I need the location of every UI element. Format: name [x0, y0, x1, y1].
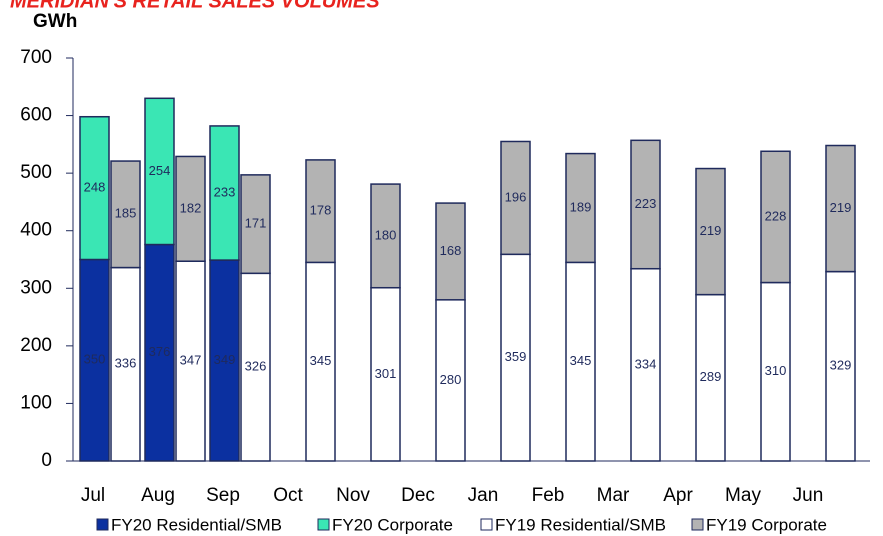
value-label: 326: [245, 359, 267, 374]
value-label: 345: [310, 353, 332, 368]
bar: [565, 261, 596, 462]
value-label: 254: [149, 163, 171, 178]
value-label: 233: [214, 184, 236, 199]
value-label: 219: [700, 223, 722, 238]
legend-swatch: [691, 518, 704, 531]
bar: [825, 270, 856, 462]
bar: [825, 144, 856, 273]
value-label: 228: [765, 208, 787, 223]
x-tick-label: Apr: [663, 485, 693, 506]
x-tick-label: Nov: [336, 485, 370, 506]
chart-title: MERIDIAN'S RETAIL SALES VOLUMES: [10, 0, 380, 12]
bar: [110, 160, 141, 269]
value-label: 350: [84, 352, 106, 367]
value-label: 248: [84, 180, 106, 195]
y-tick-label: 0: [41, 450, 52, 471]
bar: [110, 266, 141, 462]
legend-label: FY20 Residential/SMB: [111, 515, 282, 534]
x-tick-label: Feb: [532, 485, 565, 506]
y-tick-label: 200: [20, 335, 52, 356]
y-tick-label: 700: [20, 47, 52, 68]
bar: [305, 261, 336, 462]
y-tick-label: 400: [20, 220, 52, 241]
bar: [305, 159, 336, 264]
value-label: 334: [635, 356, 657, 371]
x-tick-label: Sep: [206, 485, 240, 506]
bar: [79, 258, 110, 462]
value-label: 329: [830, 358, 852, 373]
bar: [175, 155, 206, 262]
bar: [695, 167, 726, 296]
value-label: 219: [830, 200, 852, 215]
value-label: 310: [765, 363, 787, 378]
legend-label: FY19 Residential/SMB: [495, 515, 666, 534]
y-tick-label: 600: [20, 105, 52, 126]
bar: [209, 125, 240, 261]
bar: [370, 286, 401, 462]
value-label: 223: [635, 196, 657, 211]
bar: [500, 253, 531, 462]
value-label: 280: [440, 372, 462, 387]
value-label: 349: [214, 352, 236, 367]
value-label: 180: [375, 227, 397, 242]
bar: [79, 115, 110, 261]
value-label: 189: [570, 199, 592, 214]
x-tick-label: Jun: [793, 485, 824, 506]
bar: [435, 202, 466, 301]
value-label: 196: [505, 189, 527, 204]
bar: [565, 152, 596, 264]
x-tick-label: Oct: [273, 485, 303, 506]
x-tick-label: Mar: [597, 485, 630, 506]
bar: [695, 293, 726, 462]
value-label: 347: [180, 353, 202, 368]
bar: [760, 150, 791, 284]
x-tick-label: May: [725, 485, 761, 506]
bar: [760, 281, 791, 462]
legend-swatch: [96, 518, 109, 531]
value-label: 289: [700, 369, 722, 384]
value-label: 336: [115, 356, 137, 371]
legend-swatch: [480, 518, 493, 531]
value-label: 301: [375, 366, 397, 381]
value-label: 345: [570, 353, 592, 368]
value-label: 359: [505, 349, 527, 364]
value-label: 178: [310, 203, 332, 218]
value-label: 182: [180, 200, 202, 215]
x-tick-label: Aug: [141, 485, 175, 506]
legend-label: FY19 Corporate: [706, 515, 827, 534]
y-tick-label: 300: [20, 277, 52, 298]
value-label: 376: [149, 344, 171, 359]
y-tick-label: 100: [20, 392, 52, 413]
x-tick-label: Jul: [81, 485, 105, 506]
x-tick-label: Jan: [468, 485, 499, 506]
bar: [240, 272, 271, 462]
bar: [144, 97, 175, 246]
bar: [144, 243, 175, 462]
y-axis-label: GWh: [33, 11, 77, 32]
value-label: 185: [115, 206, 137, 221]
value-label: 171: [245, 216, 267, 231]
bar: [630, 139, 661, 270]
x-tick-label: Dec: [401, 485, 435, 506]
y-tick-label: 500: [20, 162, 52, 183]
bar: [240, 174, 271, 275]
bar: [630, 267, 661, 462]
legend-swatch: [317, 518, 330, 531]
legend-label: FY20 Corporate: [332, 515, 453, 534]
bar: [500, 140, 531, 256]
value-label: 168: [440, 243, 462, 258]
bar: [370, 183, 401, 289]
